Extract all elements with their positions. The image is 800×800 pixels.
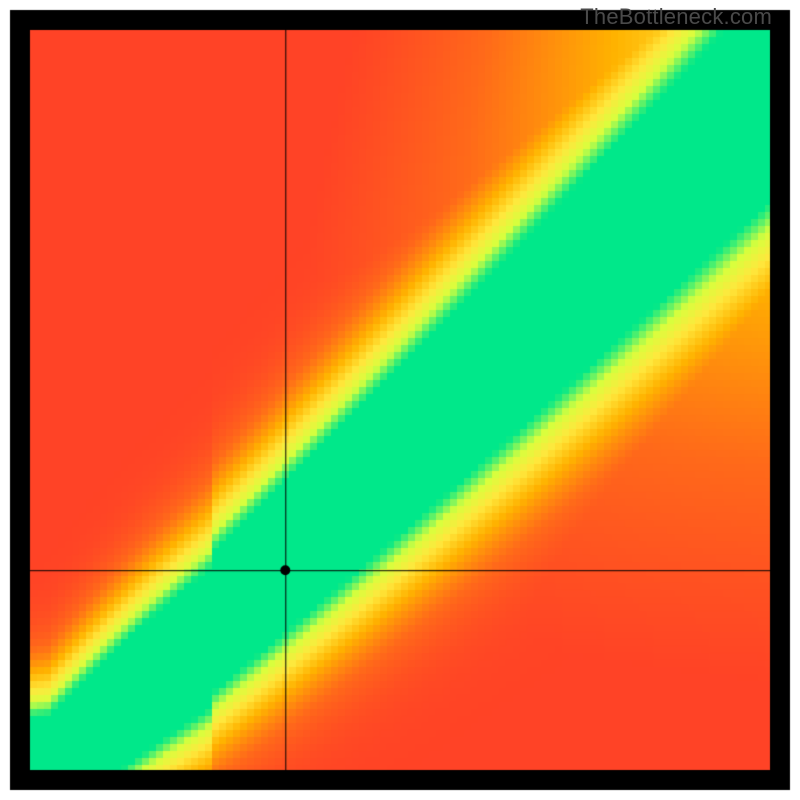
- bottleneck-heatmap: [0, 0, 800, 800]
- watermark-text: TheBottleneck.com: [580, 4, 772, 30]
